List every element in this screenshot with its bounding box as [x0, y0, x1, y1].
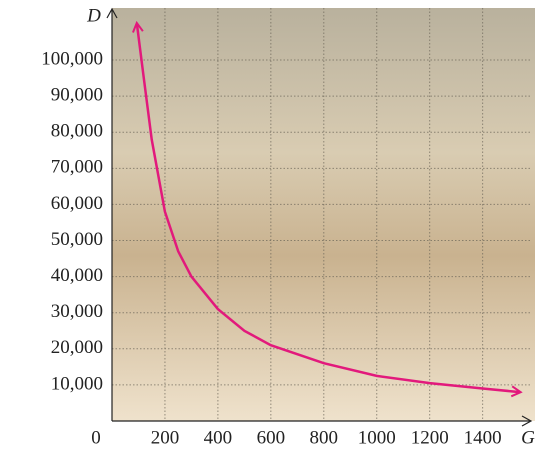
y-tick-label: 10,000: [51, 373, 103, 394]
x-tick-label: 800: [310, 427, 339, 448]
x-tick-label: 400: [204, 427, 233, 448]
y-tick-label: 70,000: [51, 157, 103, 178]
y-tick-label: 30,000: [51, 301, 103, 322]
y-tick-label: 20,000: [51, 337, 103, 358]
y-tick-label: 40,000: [51, 265, 103, 286]
y-tick-label: 50,000: [51, 229, 103, 250]
y-tick-label: 60,000: [51, 193, 103, 214]
y-tick-label: 80,000: [51, 121, 103, 142]
y-axis-label: D: [86, 5, 101, 26]
x-tick-label: 1000: [358, 427, 396, 448]
curve: [137, 24, 520, 392]
x-tick-label: 200: [151, 427, 180, 448]
x-tick-label: 600: [257, 427, 286, 448]
x-tick-label: 0: [91, 427, 101, 448]
x-tick-label: 1200: [411, 427, 449, 448]
y-tick-label: 100,000: [41, 48, 103, 69]
y-tick-label: 90,000: [51, 84, 103, 105]
x-axis-label: G: [521, 427, 535, 448]
x-tick-label: 1400: [464, 427, 502, 448]
